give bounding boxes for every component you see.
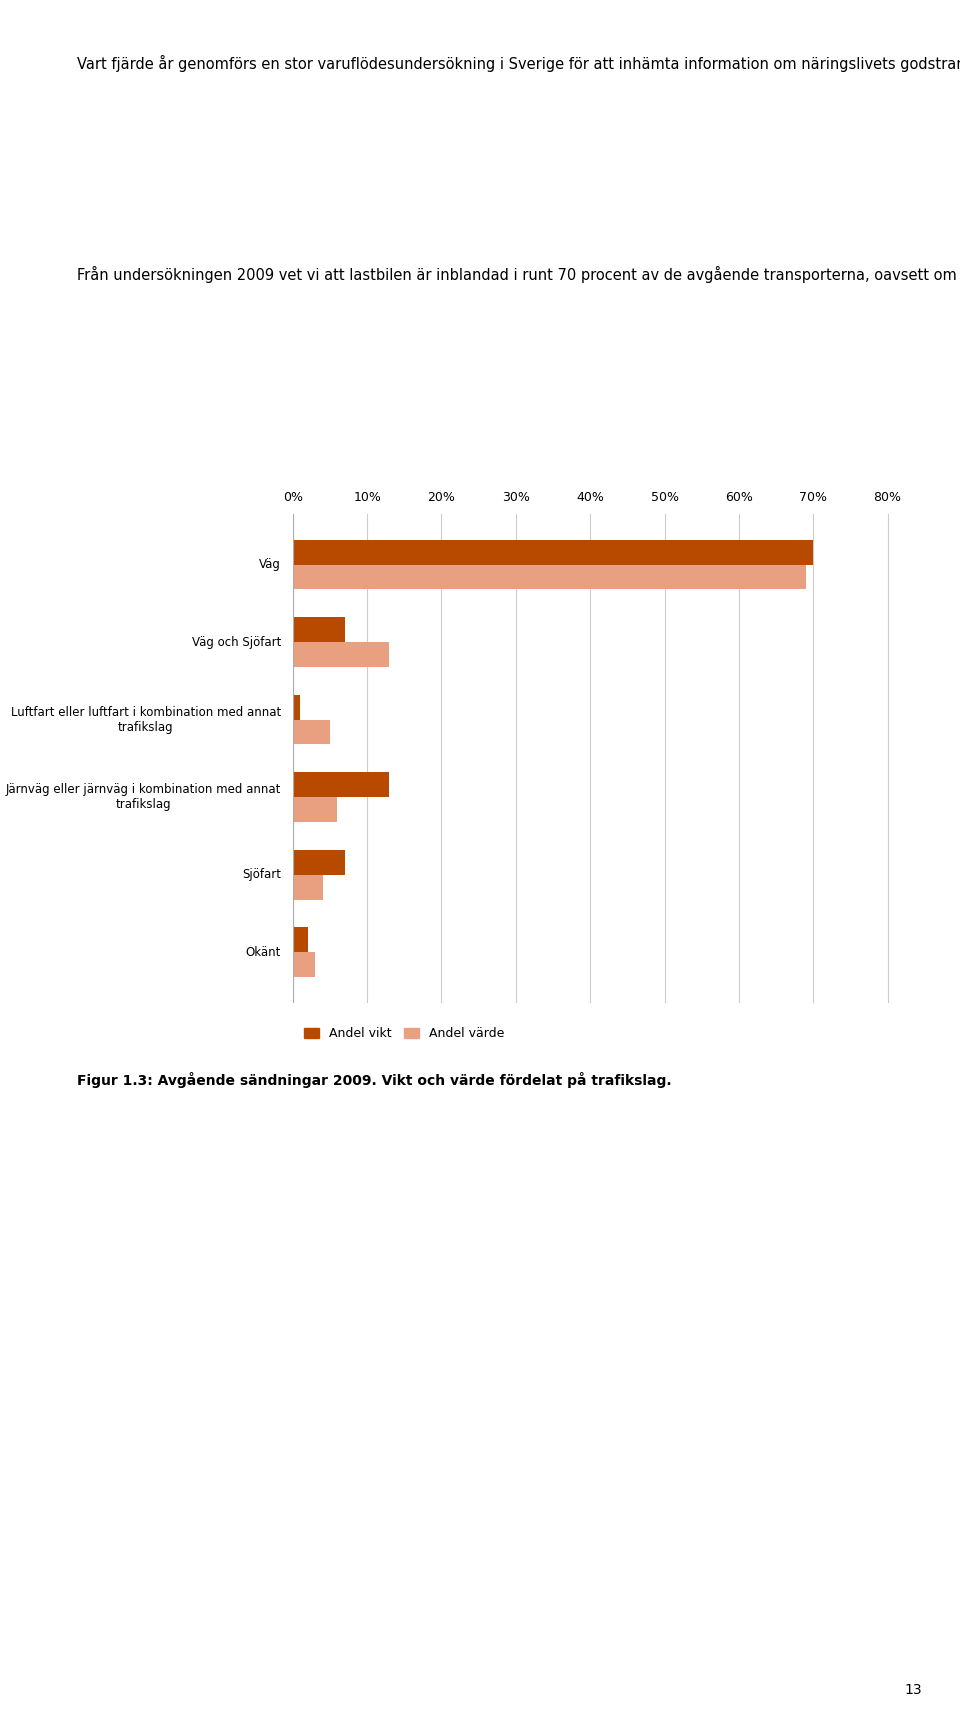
Bar [293, 720, 330, 744]
Bar [293, 927, 307, 953]
Bar [293, 540, 813, 564]
Bar [293, 564, 805, 590]
Bar [293, 797, 337, 823]
Bar [293, 953, 315, 977]
Bar [293, 850, 345, 874]
Bar [293, 617, 345, 643]
Text: Figur 1.3: Avgående sändningar 2009. Vikt och värde fördelat på trafikslag.: Figur 1.3: Avgående sändningar 2009. Vik… [77, 1071, 671, 1088]
Text: Från undersökningen 2009 vet vi att lastbilen är inblandad i runt 70 procent av : Från undersökningen 2009 vet vi att last… [77, 266, 960, 283]
Legend: Andel vikt, Andel värde: Andel vikt, Andel värde [300, 1022, 510, 1046]
Bar [293, 694, 300, 720]
Text: Vart fjärde år genomförs en stor varuflödesundersökning i Sverige för att inhämt: Vart fjärde år genomförs en stor varuflö… [77, 55, 960, 72]
Text: 13: 13 [904, 1683, 922, 1697]
Bar [293, 874, 323, 900]
Bar [293, 643, 390, 667]
Bar [293, 773, 390, 797]
